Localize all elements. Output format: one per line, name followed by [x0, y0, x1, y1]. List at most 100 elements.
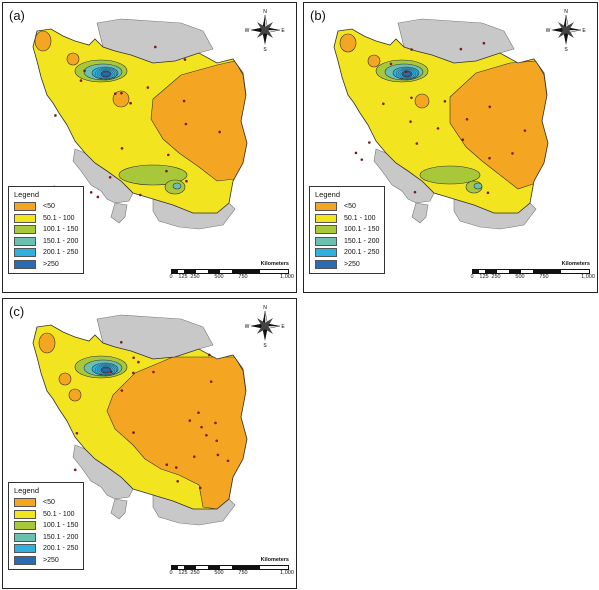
legend-swatch — [315, 259, 337, 269]
compass-w: W — [245, 28, 250, 34]
scale-tick-label: 0 — [169, 274, 173, 280]
station-point — [415, 142, 419, 145]
compass-s: S — [263, 343, 267, 349]
legend-entry: 100.1 - 150 — [14, 224, 78, 236]
compass-s: S — [263, 47, 267, 53]
scale-unit: Kilometers — [260, 557, 289, 563]
legend-title: Legend — [315, 190, 341, 199]
legend-swatch — [315, 225, 337, 235]
compass-rose: N S E W — [245, 9, 285, 53]
scale-tick-label: 0 — [470, 274, 474, 280]
station-point — [113, 92, 117, 95]
zone-below-50 — [339, 33, 357, 53]
isohyet — [397, 68, 417, 80]
compass-w: W — [245, 324, 250, 330]
compass-n: N — [564, 9, 568, 15]
station-point — [73, 468, 77, 472]
legend-entry: 150.1 - 200 — [315, 236, 379, 248]
legend-entry: <50 — [315, 201, 379, 213]
station-point — [119, 340, 123, 344]
station-point — [443, 99, 447, 103]
zone-below-50 — [414, 93, 430, 109]
legend-swatch — [14, 259, 36, 269]
scale-tick-label: 250 — [190, 570, 200, 576]
station-point — [218, 130, 221, 134]
map-canvas — [32, 314, 248, 526]
station-point — [146, 86, 150, 89]
station-point — [360, 158, 364, 161]
compass-n: N — [263, 305, 267, 311]
station-point — [488, 156, 491, 160]
isohyet — [94, 67, 117, 81]
iran-outline — [32, 28, 248, 214]
compass-w: W — [546, 28, 551, 34]
map-canvas — [333, 18, 549, 230]
compass-n: N — [263, 9, 267, 15]
legend-label: >250 — [43, 556, 59, 564]
legend-swatch — [14, 509, 36, 519]
zone-below-50 — [66, 52, 80, 66]
legend: Legend <50 50.1 - 100 100.1 - 150 150.1 - 20… — [309, 186, 386, 274]
station-point — [165, 169, 168, 173]
legend-entry: >250 — [315, 259, 379, 271]
legend-label: 100.1 - 150 — [43, 226, 79, 234]
isohyet — [399, 69, 415, 79]
scale-tick-label: 750 — [238, 274, 248, 280]
legend-swatch — [315, 202, 337, 212]
scale-tick-label: 500 — [214, 274, 224, 280]
legend-entry: 100.1 - 150 — [14, 520, 78, 532]
legend-label: >250 — [344, 260, 360, 268]
isohyet — [94, 363, 117, 377]
zone-below-50 — [58, 372, 72, 386]
station-point — [183, 58, 187, 61]
scale-tick-label: 250 — [491, 274, 501, 280]
station-point — [215, 439, 219, 443]
station-point — [54, 114, 57, 117]
iran-map — [333, 18, 549, 230]
legend-label: 50.1 - 100 — [43, 510, 75, 518]
scale-tick-label: 750 — [238, 570, 248, 576]
compass-e: E — [582, 28, 586, 34]
scale-bar: Kilometers 0 125 250 500 750 1,000 — [169, 261, 293, 283]
station-point — [368, 141, 371, 144]
station-point — [226, 459, 230, 463]
station-point — [209, 380, 213, 383]
station-point — [404, 70, 408, 74]
isohyet — [100, 366, 112, 374]
station-point — [176, 479, 179, 483]
legend-swatch — [14, 555, 36, 565]
legend-label: 150.1 - 200 — [43, 533, 79, 541]
scale-tick-label: 250 — [190, 274, 200, 280]
legend-swatch — [14, 248, 36, 258]
compass-e: E — [281, 324, 285, 330]
station-point — [413, 190, 417, 194]
station-point — [198, 486, 202, 490]
station-point — [389, 62, 393, 66]
legend-swatch — [14, 236, 36, 246]
legend-label: 100.1 - 150 — [43, 522, 79, 530]
station-point — [109, 370, 113, 374]
station-point — [132, 431, 135, 434]
zone-below-50 — [112, 90, 130, 108]
legend: Legend <50 50.1 - 100 100.1 - 150 150.1 - 20… — [8, 482, 85, 570]
scale-tick-label: 500 — [515, 274, 525, 280]
neighbor-country — [110, 202, 128, 224]
station-point — [174, 466, 178, 469]
legend-entry: >250 — [14, 555, 78, 567]
iran-map — [32, 18, 248, 230]
station-point — [354, 151, 358, 155]
legend-label: 150.1 - 200 — [43, 237, 79, 245]
station-point — [436, 127, 440, 130]
legend-swatch — [315, 213, 337, 223]
scale-unit: Kilometers — [260, 261, 289, 267]
scale-tick-label: 125 — [178, 274, 188, 280]
legend: Legend <50 50.1 - 100 100.1 - 150 150.1 - 20… — [8, 186, 85, 274]
legend-entry: >250 — [14, 259, 78, 271]
isohyet — [98, 69, 114, 79]
scale-bar-graphic — [472, 269, 590, 274]
station-point — [83, 69, 86, 73]
station-point — [167, 153, 170, 157]
map-panel-b: (b) Legend <50 50.1 - 100 100.1 - 150 150.1 … — [303, 2, 598, 293]
legend-label: >250 — [43, 260, 59, 268]
station-point — [197, 411, 200, 415]
